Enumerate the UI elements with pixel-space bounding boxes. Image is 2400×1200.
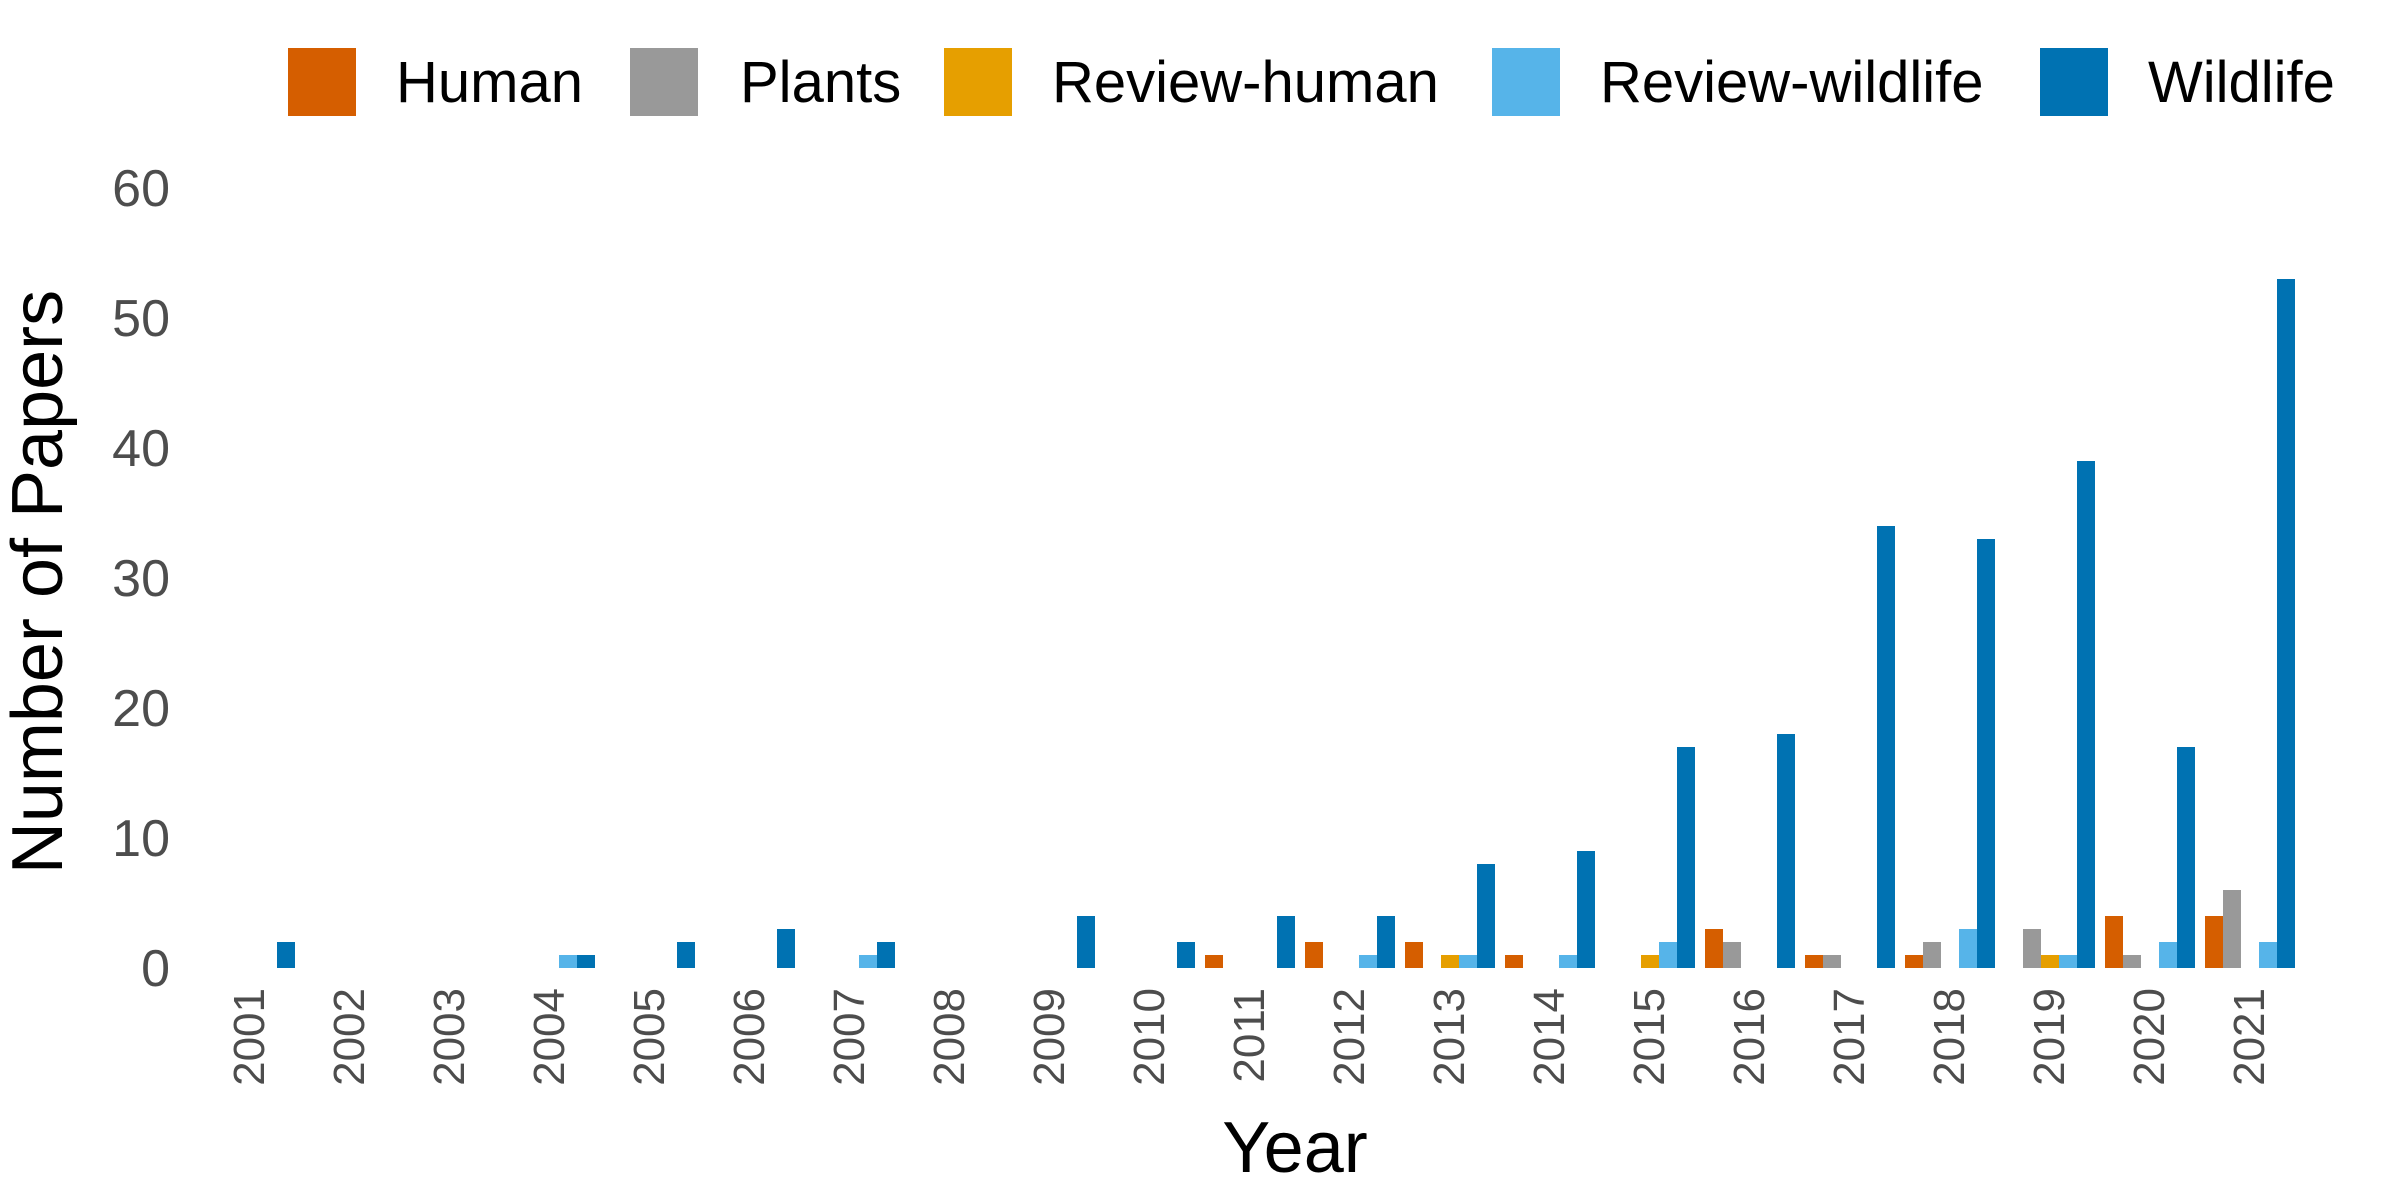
bar-human-2013 bbox=[1405, 942, 1423, 968]
x-tick-label: 2020 bbox=[2125, 988, 2174, 1086]
bar-review-wildlife-2018 bbox=[1959, 929, 1977, 968]
x-tick-label: 2001 bbox=[225, 988, 274, 1086]
y-tick-label: 0 bbox=[141, 940, 170, 998]
bar-wildlife-2016 bbox=[1777, 734, 1795, 968]
legend-item-plants: Plants bbox=[630, 48, 901, 116]
x-tick-label: 2007 bbox=[825, 988, 874, 1086]
x-axis-title: Year bbox=[1222, 1108, 1367, 1188]
bar-wildlife-2011 bbox=[1277, 916, 1295, 968]
bar-wildlife-2021 bbox=[2277, 279, 2295, 968]
bar-review-wildlife-2004 bbox=[559, 955, 577, 968]
bar-human-2012 bbox=[1305, 942, 1323, 968]
bar-plants-2016 bbox=[1723, 942, 1741, 968]
x-tick-label: 2011 bbox=[1225, 988, 1274, 1083]
x-tick-label: 2002 bbox=[325, 988, 374, 1086]
x-tick-label: 2018 bbox=[1925, 988, 1974, 1086]
x-tick-label: 2004 bbox=[525, 988, 574, 1086]
x-tick-label: 2010 bbox=[1125, 988, 1174, 1086]
x-tick-label: 2015 bbox=[1625, 988, 1674, 1086]
legend-item-wildlife: Wildlife bbox=[2040, 48, 2335, 116]
bar-wildlife-2014 bbox=[1577, 851, 1595, 968]
bar-review-wildlife-2015 bbox=[1659, 942, 1677, 968]
bar-review-human-2013 bbox=[1441, 955, 1459, 968]
x-tick-label: 2017 bbox=[1825, 988, 1874, 1086]
x-tick-label: 2013 bbox=[1425, 988, 1474, 1086]
x-tick-label: 2016 bbox=[1725, 988, 1774, 1086]
bar-review-wildlife-2012 bbox=[1359, 955, 1377, 968]
bar-wildlife-2001 bbox=[277, 942, 295, 968]
y-axis: 0 10 20 30 40 50 60 bbox=[112, 160, 170, 998]
bar-plants-2017 bbox=[1823, 955, 1841, 968]
bar-wildlife-2018 bbox=[1977, 539, 1995, 968]
bar-human-2018 bbox=[1905, 955, 1923, 968]
x-tick-label: 2019 bbox=[2025, 988, 2074, 1086]
bar-wildlife-2013 bbox=[1477, 864, 1495, 968]
bar-wildlife-2005 bbox=[677, 942, 695, 968]
bar-review-human-2015 bbox=[1641, 955, 1659, 968]
legend-swatch bbox=[630, 48, 698, 116]
bars bbox=[277, 279, 2295, 968]
x-tick-label: 2009 bbox=[1025, 988, 1074, 1086]
bar-review-wildlife-2020 bbox=[2159, 942, 2177, 968]
bar-human-2020 bbox=[2105, 916, 2123, 968]
y-tick-label: 30 bbox=[112, 550, 170, 608]
legend-swatch bbox=[2040, 48, 2108, 116]
bar-human-2016 bbox=[1705, 929, 1723, 968]
y-tick-label: 50 bbox=[112, 290, 170, 348]
y-tick-label: 40 bbox=[112, 420, 170, 478]
bar-wildlife-2010 bbox=[1177, 942, 1195, 968]
x-tick-label: 2014 bbox=[1525, 988, 1574, 1086]
legend-label: Review-wildlife bbox=[1600, 50, 1984, 115]
legend-item-review-wildlife: Review-wildlife bbox=[1492, 48, 1984, 116]
bar-human-2021 bbox=[2205, 916, 2223, 968]
bar-human-2014 bbox=[1505, 955, 1523, 968]
y-axis-title: Number of Papers bbox=[0, 290, 78, 874]
legend-swatch bbox=[288, 48, 356, 116]
bar-wildlife-2007 bbox=[877, 942, 895, 968]
bar-review-wildlife-2014 bbox=[1559, 955, 1577, 968]
bar-human-2017 bbox=[1805, 955, 1823, 968]
bar-wildlife-2015 bbox=[1677, 747, 1695, 968]
x-tick-label: 2021 bbox=[2225, 988, 2274, 1086]
x-tick-label: 2003 bbox=[425, 988, 474, 1086]
legend: Human Plants Review-human Review-wildlife Wi… bbox=[288, 48, 2335, 116]
bar-review-human-2019 bbox=[2041, 955, 2059, 968]
bar-wildlife-2009 bbox=[1077, 916, 1095, 968]
legend-item-review-human: Review-human bbox=[944, 48, 1439, 116]
y-tick-label: 10 bbox=[112, 810, 170, 868]
legend-label: Wildlife bbox=[2148, 50, 2335, 115]
legend-item-human: Human bbox=[288, 48, 583, 116]
x-axis: 2001 2002 2003 2004 2005 2006 2007 2008 2009 2010… bbox=[225, 988, 2274, 1086]
bar-wildlife-2012 bbox=[1377, 916, 1395, 968]
legend-label: Human bbox=[396, 50, 583, 115]
bar-wildlife-2019 bbox=[2077, 461, 2095, 968]
x-tick-label: 2008 bbox=[925, 988, 974, 1086]
bar-plants-2020 bbox=[2123, 955, 2141, 968]
bar-plants-2019 bbox=[2023, 929, 2041, 968]
bar-plants-2018 bbox=[1923, 942, 1941, 968]
bar-review-wildlife-2019 bbox=[2059, 955, 2077, 968]
legend-label: Plants bbox=[740, 50, 901, 115]
legend-swatch bbox=[944, 48, 1012, 116]
bar-human-2011 bbox=[1205, 955, 1223, 968]
bar-review-wildlife-2013 bbox=[1459, 955, 1477, 968]
y-tick-label: 20 bbox=[112, 680, 170, 738]
bar-plants-2021 bbox=[2223, 890, 2241, 968]
bar-wildlife-2004 bbox=[577, 955, 595, 968]
legend-swatch bbox=[1492, 48, 1560, 116]
bar-review-wildlife-2021 bbox=[2259, 942, 2277, 968]
x-tick-label: 2012 bbox=[1325, 988, 1374, 1086]
bar-wildlife-2006 bbox=[777, 929, 795, 968]
bar-wildlife-2020 bbox=[2177, 747, 2195, 968]
y-tick-label: 60 bbox=[112, 160, 170, 218]
bar-wildlife-2017 bbox=[1877, 526, 1895, 968]
bar-review-wildlife-2007 bbox=[859, 955, 877, 968]
legend-label: Review-human bbox=[1052, 50, 1439, 115]
x-tick-label: 2006 bbox=[725, 988, 774, 1086]
x-tick-label: 2005 bbox=[625, 988, 674, 1086]
